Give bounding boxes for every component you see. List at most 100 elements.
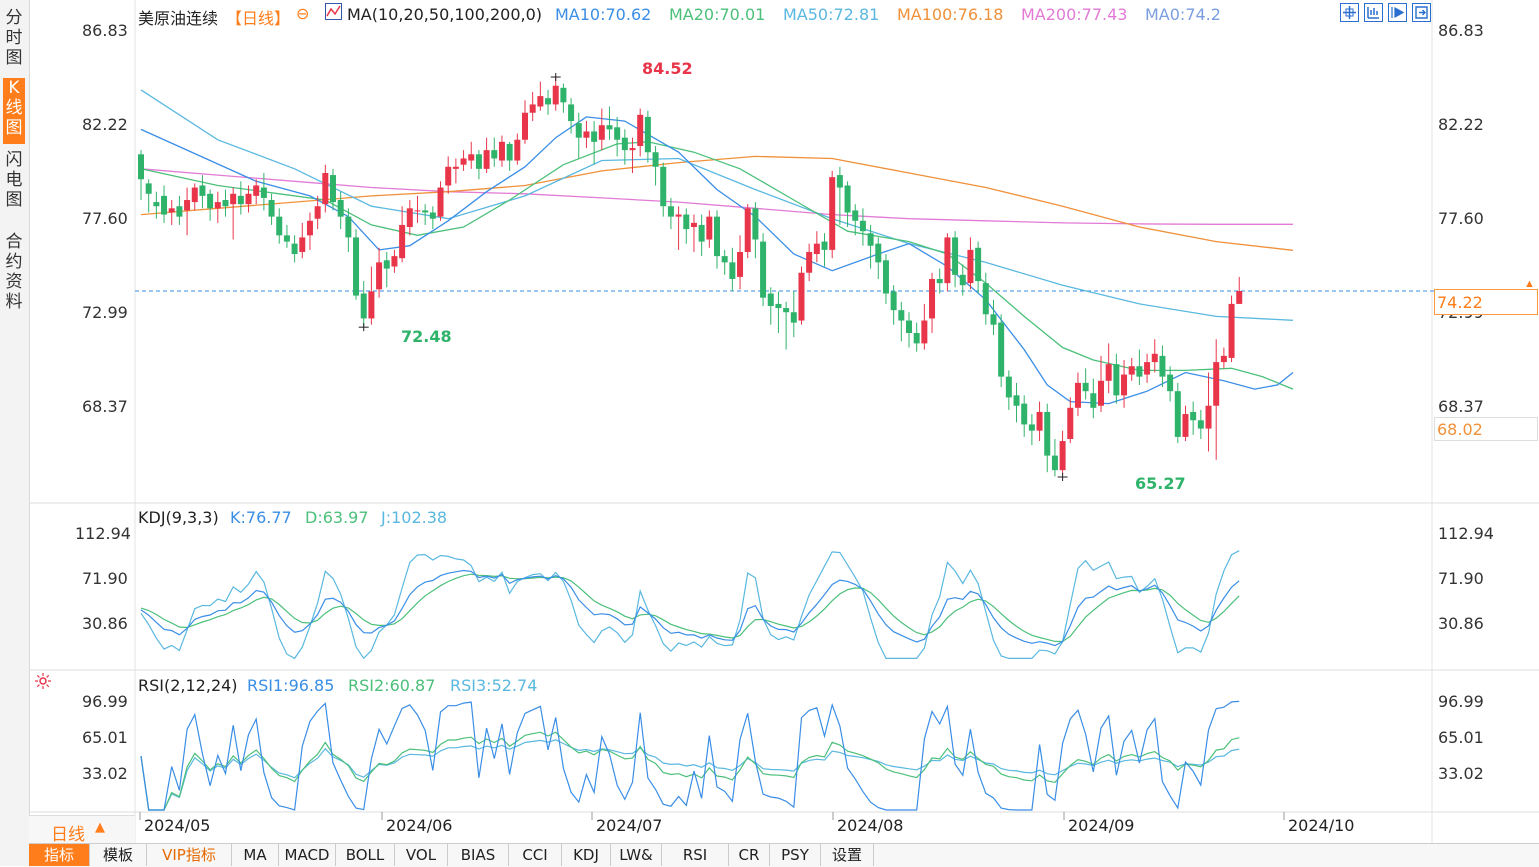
left-price-tick: 82.22 (82, 115, 128, 134)
play-icon[interactable] (1388, 3, 1407, 22)
ma-settings-icon[interactable] (325, 3, 342, 20)
candle-body (737, 251, 744, 277)
fullscreen-icon[interactable] (1412, 3, 1431, 22)
candle-body (283, 235, 290, 242)
candle-body (299, 237, 306, 252)
candle-body (1090, 393, 1097, 408)
date-label: 2024/07 (596, 816, 663, 835)
candle-body (959, 274, 966, 286)
right-price-tick: 86.83 (1438, 21, 1484, 40)
candle-body (276, 216, 283, 236)
period-selector[interactable]: 日线 ▲ (29, 815, 135, 845)
indicator-tab-bar: 指标 模板 VIP指标 MA MACD BOLL VOL BIAS CCI KD… (29, 843, 1539, 867)
candle-body (644, 116, 651, 153)
ma100-marker-value: 68.02 (1437, 420, 1483, 439)
candle-body (537, 96, 544, 107)
candle-body (1144, 362, 1151, 375)
candle-body (698, 224, 705, 242)
candle-body (145, 183, 152, 194)
zoom-in-icon[interactable] (1364, 3, 1383, 22)
candle-body (829, 177, 836, 250)
ma20-value: MA20:70.01 (669, 5, 766, 24)
candle-body (1082, 382, 1089, 392)
candle-body (468, 154, 475, 161)
rsi2-line (140, 731, 1240, 811)
tab-lightning-chart[interactable]: 闪电图 (5, 150, 23, 210)
rsi-tick: 65.01 (82, 728, 128, 747)
tab-k-line-chart[interactable]: K线图 (3, 78, 25, 144)
tab-kdj[interactable]: KDJ (562, 844, 611, 866)
tab-contract-info[interactable]: 合约资料 (5, 232, 23, 312)
kdj-k-value: K:76.77 (230, 508, 292, 527)
tab-settings[interactable]: 设置 (821, 844, 874, 866)
tab-indicators[interactable]: 指标 (29, 844, 90, 866)
ma50-value: MA50:72.81 (783, 5, 880, 24)
candle-body (583, 131, 590, 138)
rsi1-line (140, 700, 1240, 811)
tab-vip-indicators[interactable]: VIP指标 (147, 844, 232, 866)
high-price-label: 84.52 (642, 59, 693, 78)
tab-macd[interactable]: MACD (279, 844, 336, 866)
candle-body (1044, 411, 1051, 456)
candle-body (614, 127, 621, 140)
rsi-tick: 33.02 (82, 764, 128, 783)
tab-cci[interactable]: CCI (509, 844, 562, 866)
low-price-label: 65.27 (1135, 474, 1186, 493)
tab-cr[interactable]: CR (729, 844, 770, 866)
candle-body (690, 222, 697, 228)
left-price-tick: 68.37 (82, 397, 128, 416)
rsi-tick: 33.02 (1438, 764, 1484, 783)
tab-rsi[interactable]: RSI (662, 844, 729, 866)
candle-body (222, 200, 229, 207)
kdj-tick: 112.94 (1438, 524, 1494, 543)
tab-bias[interactable]: BIAS (448, 844, 509, 866)
candle-body (383, 260, 390, 269)
candle-body (798, 272, 805, 321)
ma100-value: MA100:76.18 (897, 5, 1004, 24)
period-label: 日线 (51, 825, 85, 845)
candle-body (1159, 355, 1166, 377)
candle-body (1228, 303, 1235, 358)
tab-minute-chart[interactable]: 分时图 (5, 8, 23, 68)
candle-body (944, 237, 951, 284)
candle-body (414, 210, 421, 212)
candle-body (998, 322, 1005, 377)
candle-body (429, 212, 436, 219)
candle-body (913, 333, 920, 344)
tab-ma[interactable]: MA (232, 844, 279, 866)
settings-sun-icon[interactable] (34, 672, 52, 695)
candle-body (253, 185, 260, 196)
ma10-line (140, 116, 1294, 405)
candle-body (1236, 291, 1243, 304)
tab-boll[interactable]: BOLL (336, 844, 395, 866)
low-price-label: 72.48 (401, 327, 452, 346)
candle-body (483, 150, 490, 169)
candle-body (975, 247, 982, 282)
candle-body (1036, 411, 1043, 431)
candle-body (306, 220, 313, 236)
tab-lw[interactable]: LW& (611, 844, 662, 866)
candle-body (168, 208, 175, 213)
instrument-name: 美原油连续 (138, 9, 219, 28)
candle-body (260, 187, 267, 198)
candle-body (1098, 380, 1104, 406)
candle-body (199, 185, 206, 196)
crosshair-icon[interactable] (1340, 3, 1359, 22)
candle-body (529, 104, 536, 113)
tab-psy[interactable]: PSY (770, 844, 821, 866)
candle-body (1151, 353, 1158, 363)
candle-body (844, 185, 851, 213)
left-price-tick: 77.60 (82, 209, 128, 228)
candle-body (422, 210, 429, 213)
candle-body (598, 125, 605, 140)
collapse-icon[interactable]: ⊖ (296, 4, 310, 23)
period-arrow-icon[interactable]: ▲ (95, 820, 105, 835)
period-badge[interactable]: 【日线】 (226, 9, 291, 28)
candle-body (1021, 403, 1028, 425)
tab-vol[interactable]: VOL (395, 844, 448, 866)
candle-body (821, 241, 828, 250)
tab-templates[interactable]: 模板 (90, 844, 147, 866)
candle-body (929, 278, 936, 319)
candle-body (875, 243, 882, 263)
